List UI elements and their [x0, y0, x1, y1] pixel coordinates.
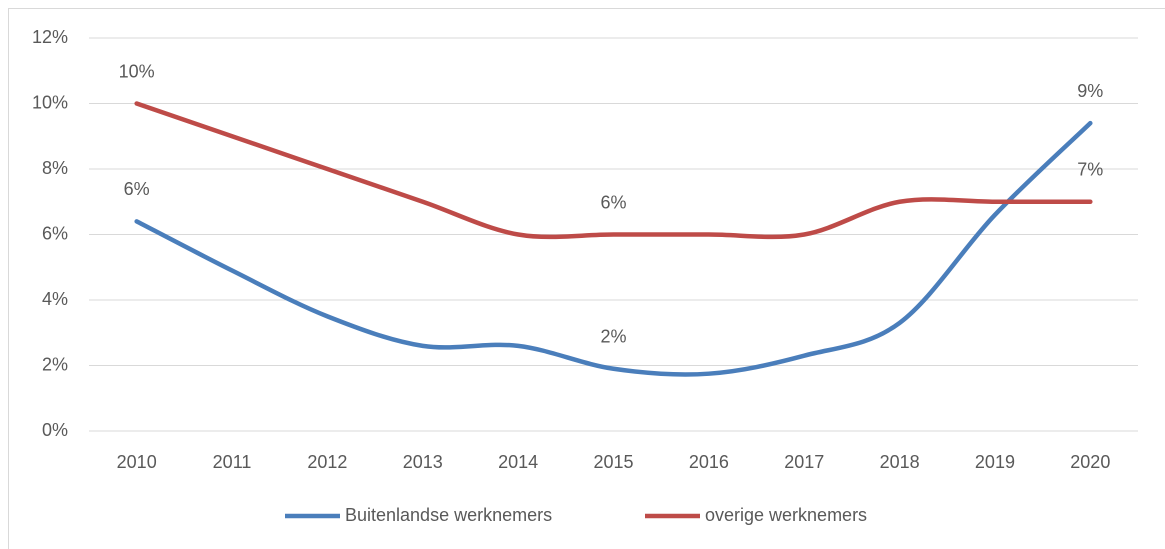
x-tick-label: 2013 — [403, 452, 443, 472]
chart-border — [8, 8, 1165, 549]
y-tick-label: 0% — [42, 420, 68, 440]
legend-label: Buitenlandse werknemers — [345, 505, 552, 525]
series-line — [134, 120, 1093, 377]
x-tick-label: 2016 — [689, 452, 729, 472]
x-tick-label: 2018 — [880, 452, 920, 472]
y-tick-label: 2% — [42, 354, 68, 374]
x-tick-label: 2012 — [307, 452, 347, 472]
data-label: 10% — [119, 61, 155, 81]
x-tick-label: 2011 — [213, 452, 252, 472]
data-label: 7% — [1077, 160, 1103, 180]
x-tick-label: 2020 — [1070, 452, 1110, 472]
y-tick-label: 8% — [42, 158, 68, 178]
legend-label: overige werknemers — [705, 505, 867, 525]
y-tick-label: 4% — [42, 289, 68, 309]
x-tick-label: 2019 — [975, 452, 1015, 472]
x-tick-label: 2015 — [593, 452, 633, 472]
x-tick-label: 2014 — [498, 452, 538, 472]
y-tick-label: 10% — [32, 92, 68, 112]
x-tick-label: 2010 — [117, 452, 157, 472]
series-line — [134, 101, 1093, 240]
data-label: 9% — [1077, 81, 1103, 101]
x-tick-label: 2017 — [784, 452, 824, 472]
y-tick-label: 6% — [42, 223, 68, 243]
data-label: 6% — [124, 179, 150, 199]
data-label: 2% — [600, 327, 626, 347]
data-label: 6% — [600, 192, 626, 212]
y-tick-label: 12% — [32, 27, 68, 47]
